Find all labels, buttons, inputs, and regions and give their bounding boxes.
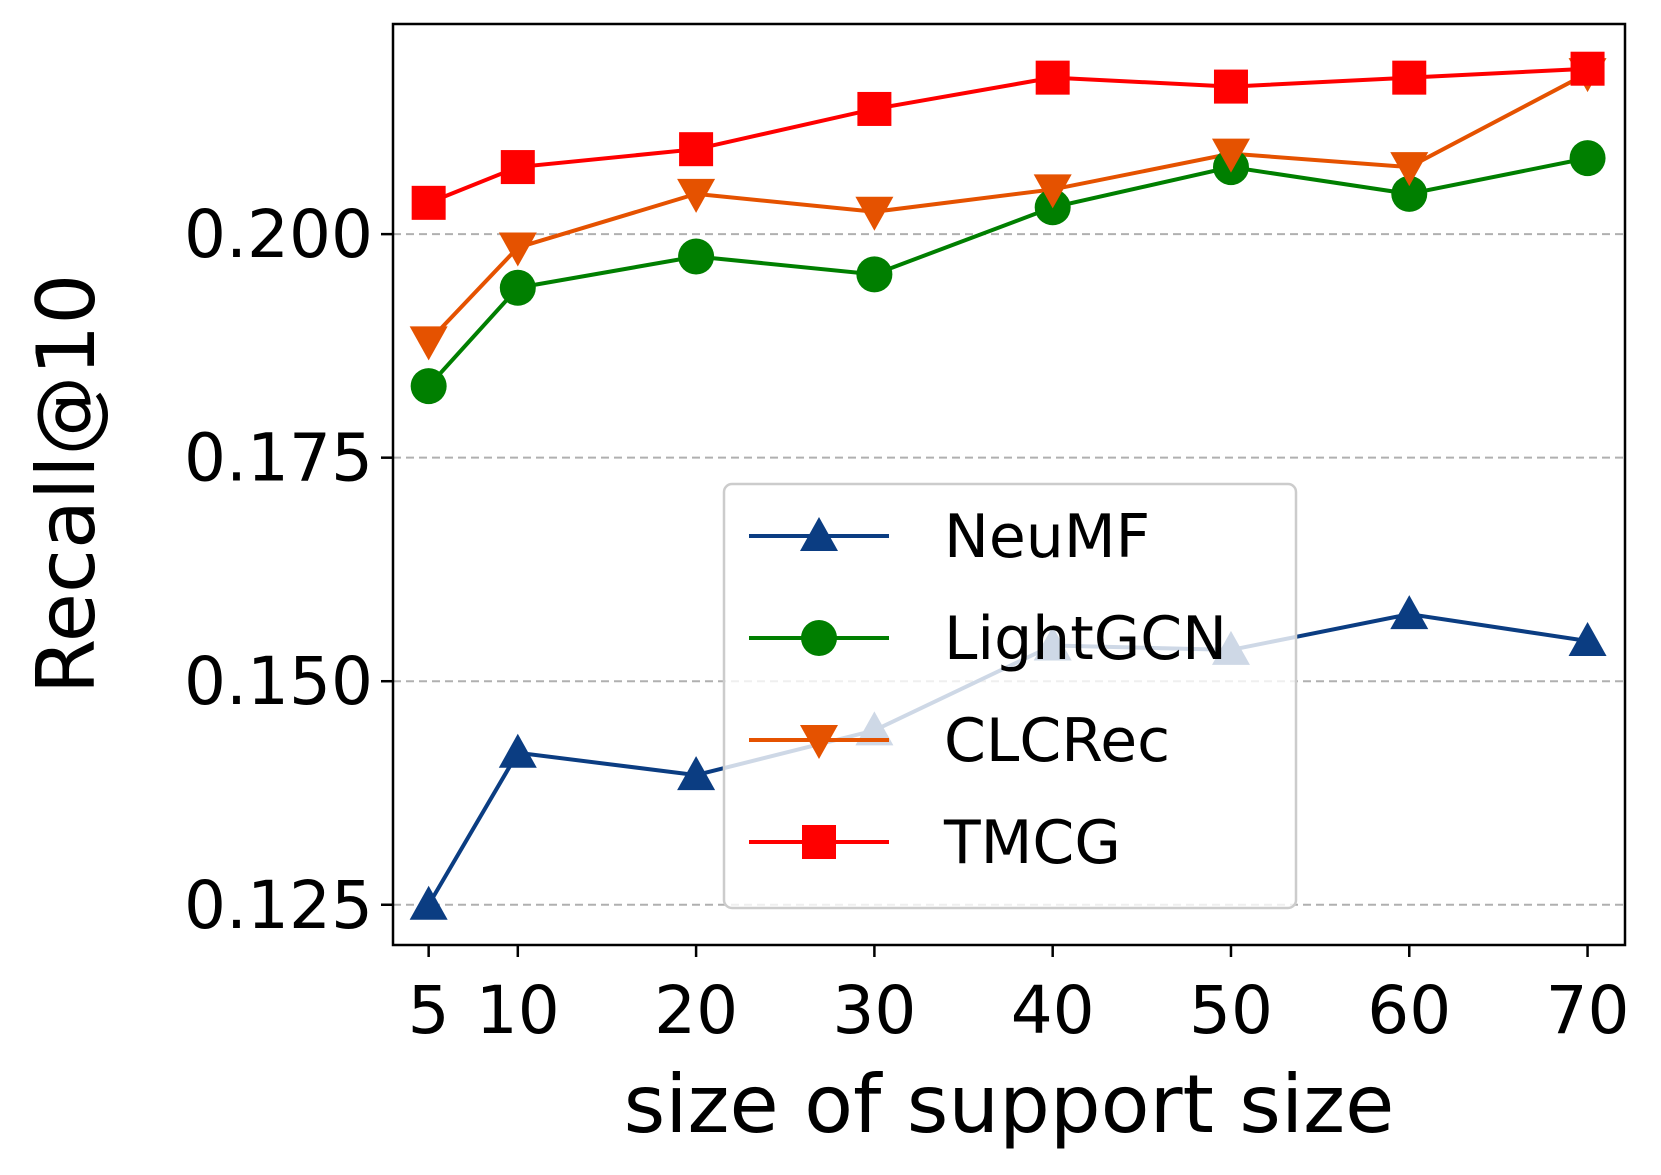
- x-axis-label: size of support size: [624, 1058, 1395, 1151]
- data-point-clcrec: [1390, 152, 1429, 187]
- series-line-tmcg: [427, 66, 1588, 205]
- legend-marker-neumf: [800, 517, 838, 551]
- data-point-clcrec: [498, 232, 537, 267]
- legend-marker-lightgcn: [801, 620, 837, 656]
- data-point-lightgcn: [499, 269, 536, 306]
- data-point-tmcg: [500, 150, 535, 185]
- data-point-tmcg: [1570, 51, 1605, 86]
- legend-label-tmcg: TMCG: [943, 808, 1121, 878]
- plot-frame: [391, 22, 1627, 947]
- data-point-lightgcn: [410, 368, 447, 405]
- legend: NeuMF LightGCN CLCRec TMCG: [722, 482, 1298, 910]
- x-tick-label: 10: [476, 972, 560, 1049]
- series-line-clcrec: [427, 71, 1589, 343]
- data-point-tmcg: [1035, 60, 1070, 95]
- y-tick-label: 0.200: [184, 196, 373, 273]
- legend-label-lightgcn: LightGCN: [944, 604, 1227, 674]
- data-point-clcrec: [1033, 174, 1072, 209]
- data-point-clcrec: [677, 178, 716, 213]
- data-point-neumf: [498, 733, 537, 768]
- y-tick-label: 0.150: [184, 643, 373, 720]
- x-tick-label: 20: [654, 972, 738, 1049]
- series-line-lightgcn: [427, 156, 1588, 388]
- data-point-lightgcn: [1569, 140, 1606, 177]
- y-tick-label: 0.125: [184, 867, 373, 944]
- x-tick-label: 70: [1546, 972, 1630, 1049]
- legend-marker-tmcg: [802, 825, 836, 859]
- x-tick-label: 5: [408, 972, 450, 1049]
- x-axis-ticks: 5 10 20 30 40 50 60 70: [408, 945, 1630, 1049]
- data-point-clcrec: [409, 326, 448, 361]
- data-point-tmcg: [411, 185, 446, 220]
- data-point-clcrec: [855, 196, 894, 231]
- legend-marker-clcrec: [800, 725, 838, 759]
- data-point-tmcg: [1392, 60, 1427, 95]
- data-point-tmcg: [857, 91, 892, 126]
- x-tick-label: 60: [1367, 972, 1451, 1049]
- x-tick-label: 50: [1189, 972, 1273, 1049]
- data-point-clcrec: [1211, 138, 1250, 173]
- data-point-neumf: [1568, 621, 1607, 656]
- data-point-lightgcn: [678, 238, 715, 275]
- data-point-lightgcn: [856, 256, 893, 293]
- legend-label-neumf: NeuMF: [944, 502, 1150, 572]
- y-axis-ticks: 0.125 0.150 0.175 0.200: [184, 196, 393, 944]
- data-point-lightgcn: [1391, 175, 1428, 212]
- x-tick-label: 40: [1011, 972, 1095, 1049]
- y-tick-label: 0.175: [184, 420, 373, 497]
- y-axis-label: Recall@10: [20, 274, 113, 694]
- data-point-neumf: [677, 756, 716, 791]
- data-point-tmcg: [679, 132, 714, 167]
- legend-label-clcrec: CLCRec: [944, 706, 1170, 776]
- data-point-neumf: [409, 885, 448, 920]
- x-tick-label: 30: [832, 972, 916, 1049]
- legend-box: [722, 482, 1298, 910]
- data-point-neumf: [1390, 595, 1429, 630]
- data-point-tmcg: [1213, 69, 1248, 104]
